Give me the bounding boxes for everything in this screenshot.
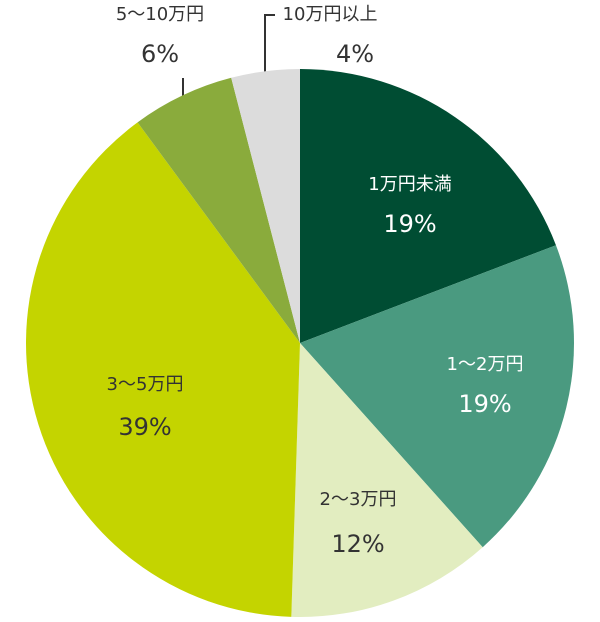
slice-value: 19% [458,390,511,418]
pie-slice [300,245,574,548]
slice-value: 12% [331,530,384,558]
pie-slice [291,343,483,617]
slice-label: 1〜2万円 [447,354,524,375]
slice-label: 2〜3万円 [320,489,397,510]
pie-slice [300,69,556,343]
slice-label: 10万円以上 [283,4,378,25]
pie-slice [26,122,300,617]
slice-value: 6% [141,40,179,68]
slice-value: 4% [336,40,374,68]
slice-label: 5〜10万円 [116,4,204,25]
slice-label: 1万円未満 [368,174,451,195]
pie-slice [231,69,300,343]
slice-value: 19% [383,210,436,238]
slice-value: 39% [118,413,171,441]
pie-slice [137,77,300,344]
slice-label: 3〜5万円 [107,374,184,395]
